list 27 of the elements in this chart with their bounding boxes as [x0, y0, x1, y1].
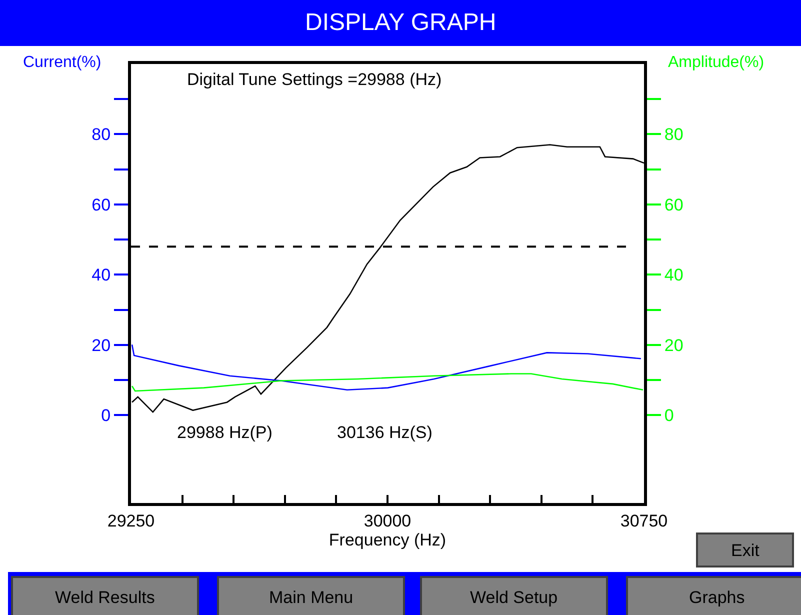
text: Weld Setup	[470, 588, 558, 607]
x-tick-label: 29250	[107, 511, 155, 530]
annotation: Digital Tune Settings =29988 (Hz)	[187, 70, 442, 89]
x-tick-label: 30000	[364, 511, 412, 530]
y-tick-label: 60	[92, 195, 111, 214]
y-tick-label: 80	[92, 125, 111, 144]
y-axis-title: Current(%)	[23, 54, 102, 71]
x-tick-label: 30750	[620, 511, 668, 530]
y2-tick-label: 80	[664, 125, 684, 144]
y2-tick-label: 40	[664, 266, 684, 285]
annotation: 29988 Hz(P)	[177, 423, 272, 442]
text: Weld Results	[55, 588, 155, 607]
annotation: 30136 Hz(S)	[337, 423, 432, 442]
y-tick-label: 20	[92, 336, 111, 355]
x-axis-title: Frequency (Hz)	[328, 530, 446, 550]
text: Graphs	[689, 588, 745, 607]
line-series	[131, 344, 642, 391]
text: Exit	[731, 541, 760, 560]
line-series	[131, 373, 644, 392]
y2-tick-label: 20	[664, 336, 684, 355]
y2-tick-label: 0	[664, 406, 674, 426]
text: Main Menu	[269, 588, 354, 607]
y-tick-label: 40	[92, 266, 111, 285]
y2-tick-label: 60	[664, 195, 684, 214]
y2-axis-title: Amplitude(%)	[668, 54, 764, 71]
y-tick-label: 0	[101, 406, 111, 426]
chart-title: DISPLAY GRAPH	[305, 9, 496, 36]
